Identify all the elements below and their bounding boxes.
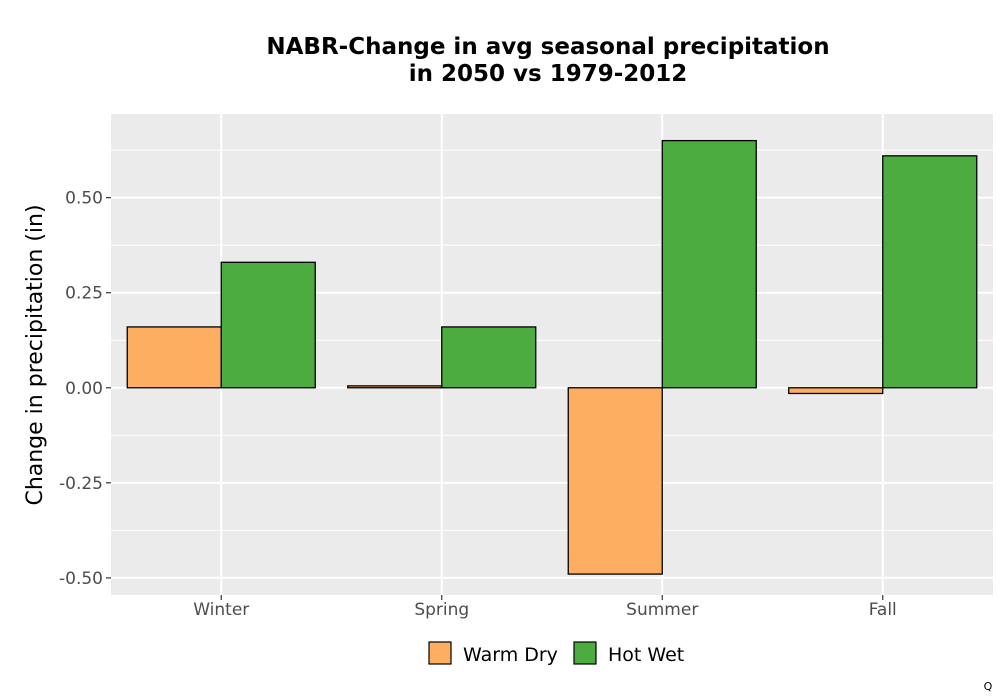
legend: Warm Dry Hot Wet <box>428 641 684 666</box>
bar-warm-dry-winter <box>126 326 222 389</box>
bar-hot-wet-winter <box>220 261 316 389</box>
x-tick-label: Fall <box>869 600 897 620</box>
bar-hot-wet-spring <box>441 326 537 389</box>
bars <box>126 139 978 575</box>
corner-mark: Q <box>984 680 993 693</box>
x-tick-label: Summer <box>626 600 698 620</box>
y-tick-label: 0.50 <box>65 189 103 209</box>
x-axis-ticks: Winter Spring Summer Fall <box>193 595 897 620</box>
y-tick-label: -0.25 <box>59 474 103 494</box>
y-axis-title: Change in precipitation (in) <box>23 204 48 505</box>
chart-title-line-1: NABR-Change in avg seasonal precipitatio… <box>266 34 829 60</box>
legend-key-hot-wet <box>573 641 597 665</box>
bar-warm-dry-spring <box>347 385 443 389</box>
legend-key-warm-dry <box>428 641 452 665</box>
x-tick-label: Winter <box>193 600 249 620</box>
legend-label: Hot Wet <box>608 644 684 666</box>
legend-label: Warm Dry <box>463 644 558 666</box>
y-tick-label: -0.50 <box>59 569 103 589</box>
y-axis-ticks: -0.50 -0.25 0.00 0.25 0.50 <box>59 189 111 589</box>
bar-warm-dry-fall <box>788 387 884 395</box>
y-tick-label: 0.25 <box>65 284 103 304</box>
chart-title-line-2: in 2050 vs 1979-2012 <box>409 61 688 87</box>
x-tick-label: Spring <box>414 600 469 620</box>
bar-warm-dry-summer <box>567 387 663 575</box>
bar-hot-wet-summer <box>661 139 757 389</box>
bar-hot-wet-fall <box>882 155 978 389</box>
y-tick-label: 0.00 <box>65 379 103 399</box>
